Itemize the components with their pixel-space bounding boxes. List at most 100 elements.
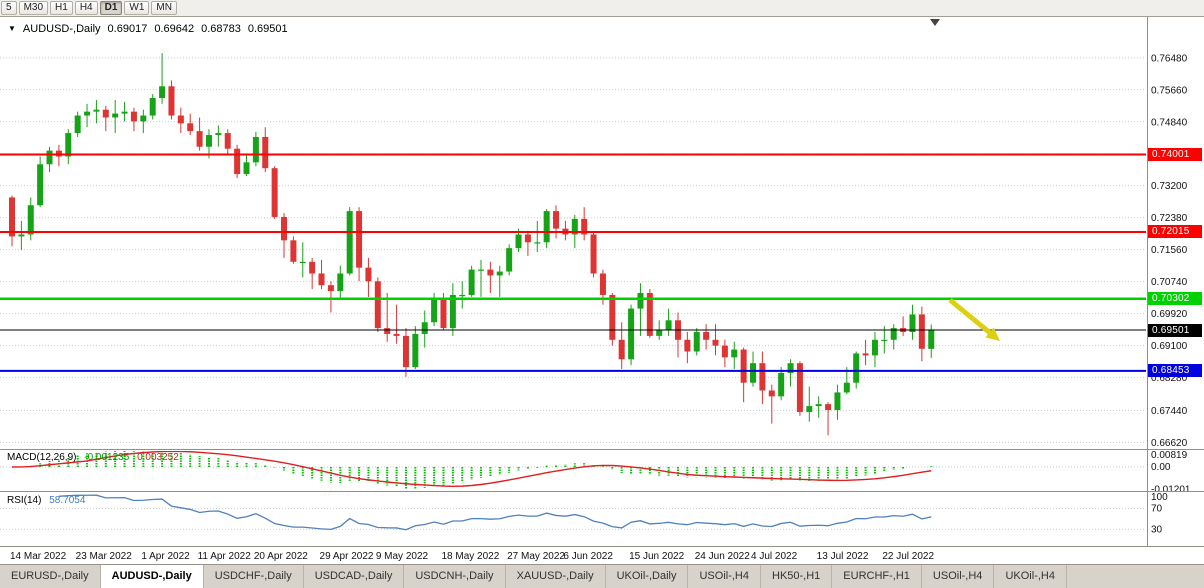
tab-usoil-h4[interactable]: USOil-,H4 <box>688 565 761 588</box>
tab-audusd-daily[interactable]: AUDUSD-,Daily <box>100 565 204 588</box>
tab-xauusd-daily[interactable]: XAUUSD-,Daily <box>506 565 606 588</box>
candle-up <box>881 339 888 341</box>
tab-eurusd-daily[interactable]: EURUSD-,Daily <box>0 565 101 588</box>
candle-up <box>74 115 81 134</box>
candle-up <box>815 404 822 407</box>
period-button-h1[interactable]: H1 <box>50 1 73 15</box>
candle-up <box>121 111 128 114</box>
candle-up <box>346 211 353 274</box>
candle-up <box>299 261 306 263</box>
main-grid: 0.764800.756600.748400.740200.732000.723… <box>0 53 1188 449</box>
candle-up <box>534 242 541 244</box>
candle-up <box>159 86 166 98</box>
tab-eurchf-h1[interactable]: EURCHF-,H1 <box>832 565 922 588</box>
tab-hk50-h1[interactable]: HK50-,H1 <box>761 565 833 588</box>
candle-down <box>262 136 269 169</box>
svg-text:-0.01201: -0.01201 <box>1151 485 1191 496</box>
svg-text:13 Jul 2022: 13 Jul 2022 <box>817 551 869 562</box>
svg-text:100: 100 <box>1151 492 1168 503</box>
candle-down <box>759 363 766 391</box>
chart-symbol-label: AUDUSD-,Daily <box>22 23 101 35</box>
arrow-head <box>985 327 1000 341</box>
candle-down <box>384 328 391 334</box>
candle-down <box>796 363 803 412</box>
candle-up <box>871 339 878 356</box>
candle-down <box>740 349 747 383</box>
candle-up <box>18 234 25 237</box>
candle-up <box>853 353 860 383</box>
svg-text:22 Jul 2022: 22 Jul 2022 <box>882 551 934 562</box>
candle-down <box>402 335 409 368</box>
candle-up <box>750 363 757 383</box>
tab-usdchf-daily[interactable]: USDCHF-,Daily <box>204 565 304 588</box>
period-button-d1[interactable]: D1 <box>99 1 123 15</box>
ohlc-low: 0.68783 <box>201 23 241 35</box>
candle-up <box>496 271 503 276</box>
chart-canvas[interactable]: 0.764800.756600.748400.740200.732000.723… <box>0 0 1204 564</box>
svg-text:1 Apr 2022: 1 Apr 2022 <box>141 551 190 562</box>
candle-down <box>825 404 832 410</box>
tab-usoil-h4-2[interactable]: USOil-,H4 <box>922 565 995 588</box>
candle-up <box>459 294 466 297</box>
date-axis: 14 Mar 2022 23 Mar 2022 1 Apr 2022 11 Apr 2… <box>10 551 934 562</box>
svg-text:0.74840: 0.74840 <box>1151 117 1188 128</box>
macd-signal-line <box>11 450 932 487</box>
tab-ukoil-h4[interactable]: UKOil-,H4 <box>994 565 1067 588</box>
candle-up <box>665 320 672 331</box>
period-button-h4[interactable]: H4 <box>74 1 98 15</box>
svg-text:0.68280: 0.68280 <box>1151 373 1188 384</box>
ohlc-open: 0.69017 <box>107 23 148 35</box>
candle-down <box>271 168 278 217</box>
candle-down <box>130 111 137 122</box>
period-button-mn[interactable]: MN <box>151 1 177 15</box>
macd-label: MACD(12,26,9) -0.001235 0.003252 <box>7 452 179 463</box>
candle-down <box>553 211 560 229</box>
svg-text:15 Jun 2022: 15 Jun 2022 <box>629 551 684 562</box>
candle-down <box>581 218 588 235</box>
svg-text:0.72380: 0.72380 <box>1151 213 1188 224</box>
candle-up <box>515 234 522 249</box>
candle-down <box>918 314 925 349</box>
tab-usdcad-daily[interactable]: USDCAD-,Daily <box>304 565 405 588</box>
candle-up <box>909 314 916 332</box>
period-button-m5[interactable]: 5 <box>1 1 17 15</box>
svg-text:29 Apr 2022: 29 Apr 2022 <box>320 551 374 562</box>
svg-text:30: 30 <box>1151 524 1163 535</box>
svg-text:0.66620: 0.66620 <box>1151 438 1188 449</box>
candle-down <box>187 123 194 132</box>
svg-text:20 Apr 2022: 20 Apr 2022 <box>254 551 308 562</box>
ohlc-high: 0.69642 <box>154 23 195 35</box>
candle-up <box>478 269 484 271</box>
candle-down <box>374 281 381 329</box>
candle-up <box>928 330 935 349</box>
chart-tab-bar: EURUSD-,Daily AUDUSD-,Daily USDCHF-,Dail… <box>0 564 1204 588</box>
trend-arrow-annotation <box>948 298 1000 341</box>
candle-down <box>177 115 184 124</box>
candle-up <box>243 162 250 175</box>
svg-text:0.76480: 0.76480 <box>1151 53 1188 64</box>
symbol-dropdown-icon[interactable]: ▼ <box>8 24 16 33</box>
candle-down <box>703 331 710 340</box>
period-button-w1[interactable]: W1 <box>124 1 150 15</box>
svg-text:0.71560: 0.71560 <box>1151 245 1188 256</box>
svg-text:4 Jul 2022: 4 Jul 2022 <box>751 551 798 562</box>
candle-up <box>84 111 91 116</box>
period-button-m30[interactable]: M30 <box>18 1 49 15</box>
candle-down <box>356 211 363 268</box>
candle-up <box>412 333 419 368</box>
svg-text:11 Apr 2022: 11 Apr 2022 <box>198 551 252 562</box>
candle-up <box>37 164 44 206</box>
svg-text:14 Mar 2022: 14 Mar 2022 <box>10 551 67 562</box>
svg-text:0.73200: 0.73200 <box>1151 181 1188 192</box>
tab-ukoil-daily[interactable]: UKOil-,Daily <box>606 565 689 588</box>
candle-up <box>693 331 700 352</box>
price-tag-current-price: 0.69501 <box>1148 323 1202 337</box>
tab-usdcnh-daily[interactable]: USDCNH-,Daily <box>404 565 506 588</box>
candle-up <box>149 97 156 116</box>
candle-up <box>46 150 53 165</box>
candle-down <box>646 292 653 336</box>
svg-text:23 Mar 2022: 23 Mar 2022 <box>76 551 133 562</box>
candle-down <box>234 148 241 175</box>
candle-down <box>224 133 231 149</box>
